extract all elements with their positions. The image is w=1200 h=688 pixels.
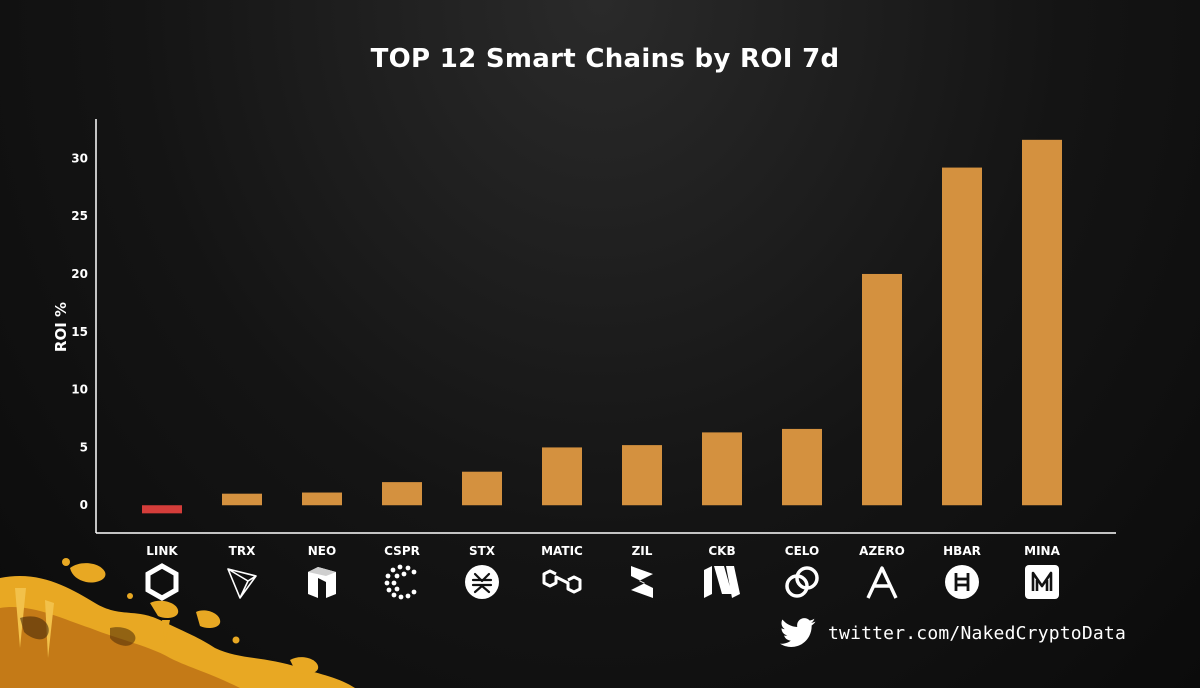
y-axis-label: ROI % [52, 302, 70, 352]
celo-icon [785, 566, 819, 598]
x-tick-label: HBAR [943, 544, 981, 558]
twitter-handle[interactable]: twitter.com/NakedCryptoData [828, 622, 1126, 644]
twitter-credit[interactable]: twitter.com/NakedCryptoData [780, 618, 1126, 648]
bar-hbar [942, 167, 982, 506]
paint-splash-decoration [0, 558, 355, 688]
bar-zil [622, 445, 662, 506]
bar-mina [1022, 139, 1062, 506]
x-tick-label: CELO [785, 544, 819, 558]
x-tick-label: NEO [308, 544, 336, 558]
x-tick-label: STX [469, 544, 496, 558]
stacks-icon [465, 565, 499, 599]
bar-azero [862, 273, 902, 506]
x-tick-label: TRX [229, 544, 256, 558]
bars-group [142, 139, 1062, 514]
bar-link [142, 505, 182, 514]
y-tick-label: 0 [80, 498, 88, 512]
bar-cspr [382, 482, 422, 506]
x-axis: LINK TRX NEO CSPR STX MATIC ZIL CKB CELO AZERO HBA… [96, 532, 1116, 558]
x-tick-label: LINK [146, 544, 178, 558]
hedera-icon [945, 565, 979, 599]
y-tick-label: 10 [71, 383, 88, 397]
x-tick-label: MINA [1024, 544, 1060, 558]
casper-icon [384, 564, 417, 600]
chainlink-icon [145, 563, 179, 601]
nervos-icon [704, 566, 740, 598]
bar-neo [302, 492, 342, 506]
neo-icon [308, 567, 336, 598]
bar-celo [782, 428, 822, 506]
polygon-icon [542, 569, 582, 594]
tron-icon [227, 568, 257, 599]
x-tick-label: AZERO [859, 544, 905, 558]
chart-title: TOP 12 Smart Chains by ROI 7d [370, 44, 840, 74]
y-tick-label: 25 [71, 209, 88, 223]
bar-stx [462, 471, 502, 506]
aleph-zero-icon [866, 566, 898, 599]
x-tick-label: MATIC [541, 544, 583, 558]
y-axis: 0 5 10 15 20 25 30 [71, 119, 97, 533]
bar-trx [222, 493, 262, 506]
mina-icon [1025, 565, 1059, 599]
y-tick-label: 15 [71, 325, 88, 339]
bar-matic [542, 447, 582, 506]
x-tick-label: CKB [708, 544, 735, 558]
x-tick-label: ZIL [632, 544, 653, 558]
bar-ckb [702, 432, 742, 506]
y-tick-label: 5 [80, 440, 88, 454]
coin-icons-group [145, 563, 1059, 601]
x-tick-label: CSPR [384, 544, 420, 558]
zilliqa-icon [631, 566, 653, 598]
y-tick-label: 20 [71, 267, 88, 281]
twitter-bird-icon [780, 618, 816, 647]
y-tick-label: 30 [71, 151, 88, 165]
